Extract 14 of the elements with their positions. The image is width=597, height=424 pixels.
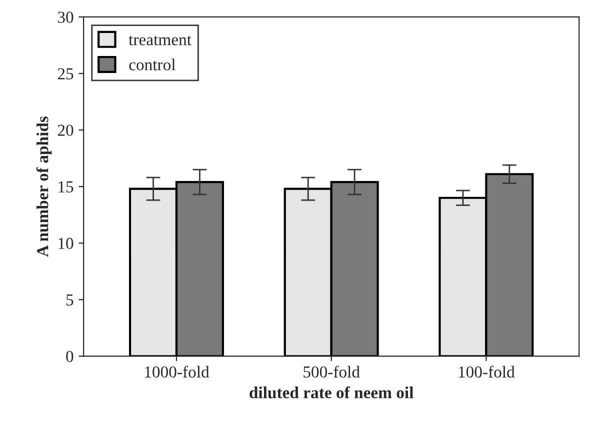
y-tick-label: 10: [58, 238, 74, 250]
x-tick-label: 1000-fold: [145, 366, 210, 378]
x-tick-label: 100-fold: [458, 366, 515, 378]
y-tick-label: 0: [66, 350, 74, 362]
x-tick-label: 500-fold: [304, 366, 360, 378]
legend-label: treatment: [128, 36, 192, 46]
x-axis-title: diluted rate of neem oil: [250, 386, 414, 398]
y-tick-label: 15: [58, 181, 74, 193]
y-tick-label: 30: [58, 12, 74, 23]
y-tick-label: 25: [58, 68, 74, 80]
y-axis-title: A number of aphids: [36, 116, 52, 257]
y-tick-label: 20: [58, 124, 74, 136]
y-tick-label: 5: [66, 294, 74, 306]
legend-label: control: [129, 58, 176, 70]
